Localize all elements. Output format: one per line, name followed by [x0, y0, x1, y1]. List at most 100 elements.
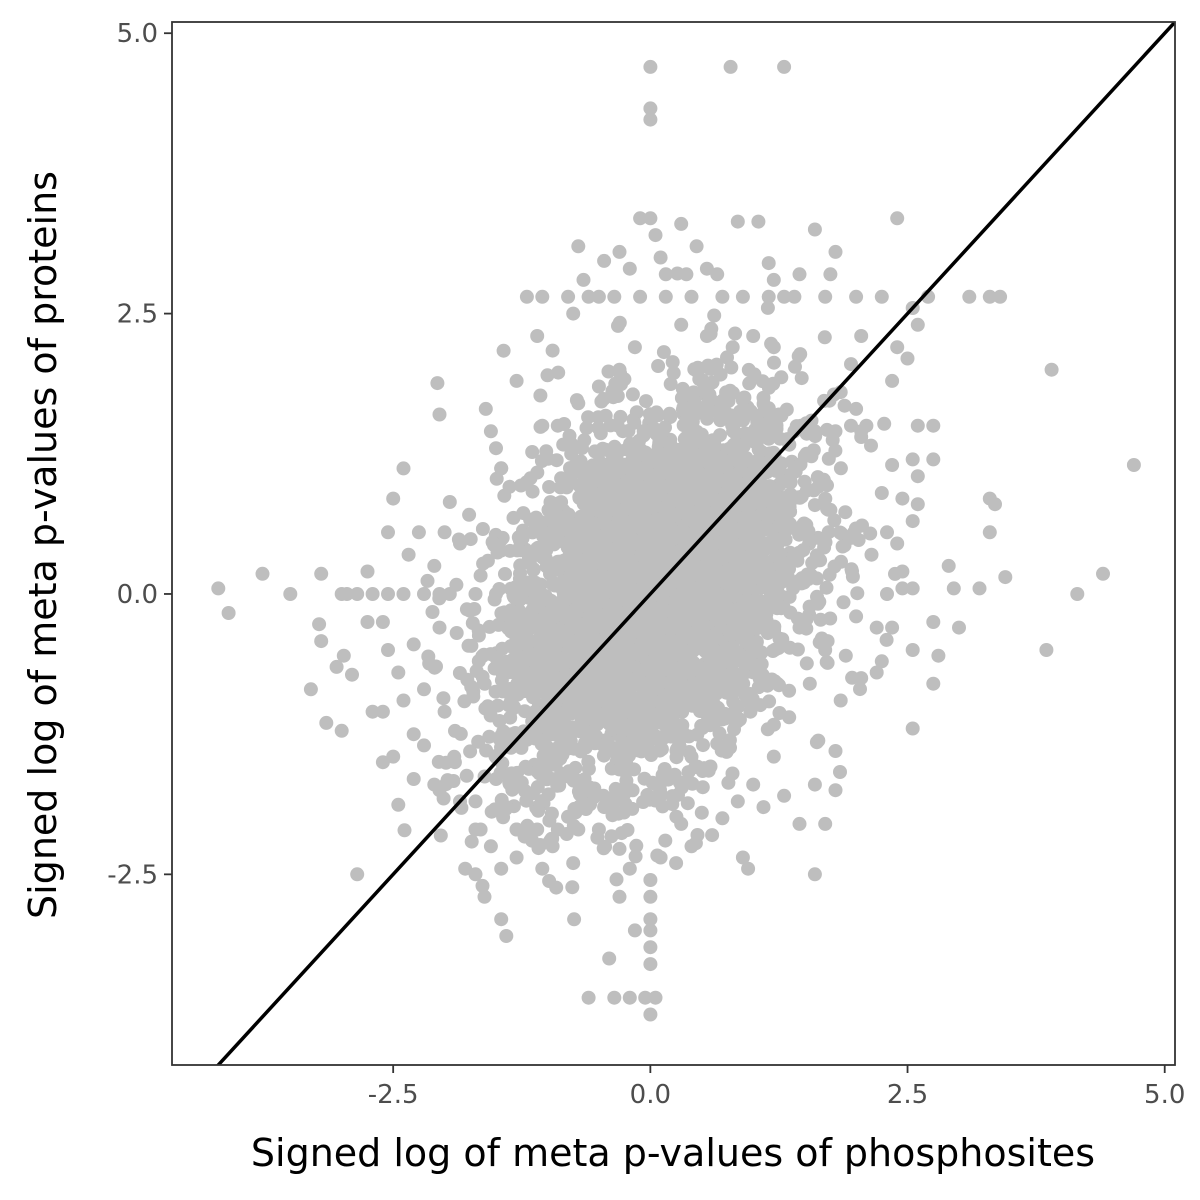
scatter-point: [699, 261, 714, 276]
scatter-point: [755, 374, 770, 389]
scatter-point: [664, 475, 679, 490]
scatter-point: [666, 660, 681, 675]
scatter-point: [705, 828, 720, 843]
scatter-point: [437, 704, 452, 719]
scatter-point: [844, 530, 858, 545]
scatter-point: [757, 402, 772, 417]
scatter-point: [391, 665, 406, 680]
scatter-point: [850, 586, 865, 601]
scatter-point: [386, 491, 401, 506]
scatter-point: [834, 554, 848, 569]
scatter-point: [643, 912, 658, 927]
scatter-point: [519, 822, 534, 837]
scatter-point: [422, 656, 437, 671]
scatter-point: [612, 762, 627, 777]
scatter-point: [579, 421, 594, 435]
scatter-point: [522, 652, 537, 667]
scatter-point: [674, 690, 689, 705]
scatter-point: [756, 800, 771, 815]
scatter-point: [525, 445, 540, 459]
scatter-point: [312, 617, 327, 632]
scatter-point: [693, 698, 708, 713]
scatter-point: [675, 718, 690, 733]
scatter-point: [336, 648, 351, 663]
scatter-point: [417, 682, 431, 697]
scatter-point: [638, 554, 653, 569]
scatter-point: [509, 680, 524, 695]
scatter-point: [746, 329, 761, 343]
scatter-point: [519, 793, 534, 808]
scatter-point: [535, 418, 550, 433]
scatter-point: [494, 912, 509, 927]
scatter-point: [735, 289, 750, 304]
scatter-point: [375, 755, 390, 770]
scatter-point: [638, 990, 653, 1005]
scatter-point: [766, 749, 781, 764]
scatter-point: [849, 289, 864, 304]
scatter-point: [566, 306, 581, 321]
scatter-point: [627, 340, 642, 355]
plot-panel-border: [171, 21, 1176, 1066]
scatter-point: [741, 861, 756, 876]
scatter-point: [345, 667, 359, 682]
scatter-point: [350, 867, 365, 882]
scatter-point: [494, 461, 509, 476]
scatter-point: [468, 867, 483, 882]
scatter-point: [782, 640, 797, 655]
scatter-point: [676, 613, 691, 628]
scatter-point: [982, 289, 997, 304]
scatter-point: [453, 536, 467, 551]
scatter-point: [533, 388, 548, 403]
scatter-point: [656, 345, 671, 360]
scatter-point: [509, 373, 524, 388]
scatter-point: [489, 587, 503, 601]
scatter-point: [962, 289, 977, 304]
scatter-point: [417, 738, 431, 753]
scatter-point: [425, 605, 440, 619]
scatter-point: [774, 370, 789, 385]
scatter-point: [670, 741, 685, 756]
scatter-point: [751, 214, 766, 229]
scatter-point: [806, 483, 821, 498]
scatter-point: [679, 413, 694, 428]
scatter-point: [874, 654, 889, 669]
scatter-point: [657, 652, 671, 667]
scatter-point: [339, 587, 354, 601]
scatter-point: [792, 545, 807, 560]
points-layer: [211, 59, 1141, 1022]
scatter-point: [711, 573, 726, 588]
scatter-point: [468, 794, 483, 809]
scatter-point: [751, 454, 766, 469]
scatter-point: [581, 289, 596, 304]
scatter-point: [926, 418, 941, 433]
scatter-point: [795, 571, 810, 586]
scatter-point: [709, 611, 724, 626]
scatter-point: [665, 789, 680, 804]
scatter-point: [701, 763, 716, 778]
scatter-point: [792, 620, 807, 635]
scatter-point: [813, 612, 828, 627]
scatter-point: [576, 272, 591, 287]
scatter-point: [621, 738, 636, 752]
scatter-point: [777, 788, 792, 803]
scatter-point: [535, 289, 550, 304]
scatter-point: [869, 665, 884, 680]
scatter-point: [612, 362, 627, 377]
scatter-point: [488, 684, 503, 699]
scatter-point: [543, 593, 558, 608]
scatter-point: [869, 620, 884, 635]
scatter-point: [810, 470, 825, 485]
scatter-point: [654, 462, 669, 477]
scatter-point: [855, 518, 869, 533]
scatter-point: [674, 216, 689, 231]
scatter-point: [612, 889, 627, 904]
scatter-point: [1126, 458, 1141, 472]
y-tick-label: 0.0: [117, 580, 158, 610]
scatter-point: [534, 454, 549, 468]
scatter-point: [796, 522, 811, 537]
scatter-point: [623, 644, 638, 659]
scatter-point: [621, 632, 635, 647]
scatter-point: [522, 680, 537, 695]
scatter-point: [663, 520, 678, 535]
scatter-point: [597, 253, 612, 268]
